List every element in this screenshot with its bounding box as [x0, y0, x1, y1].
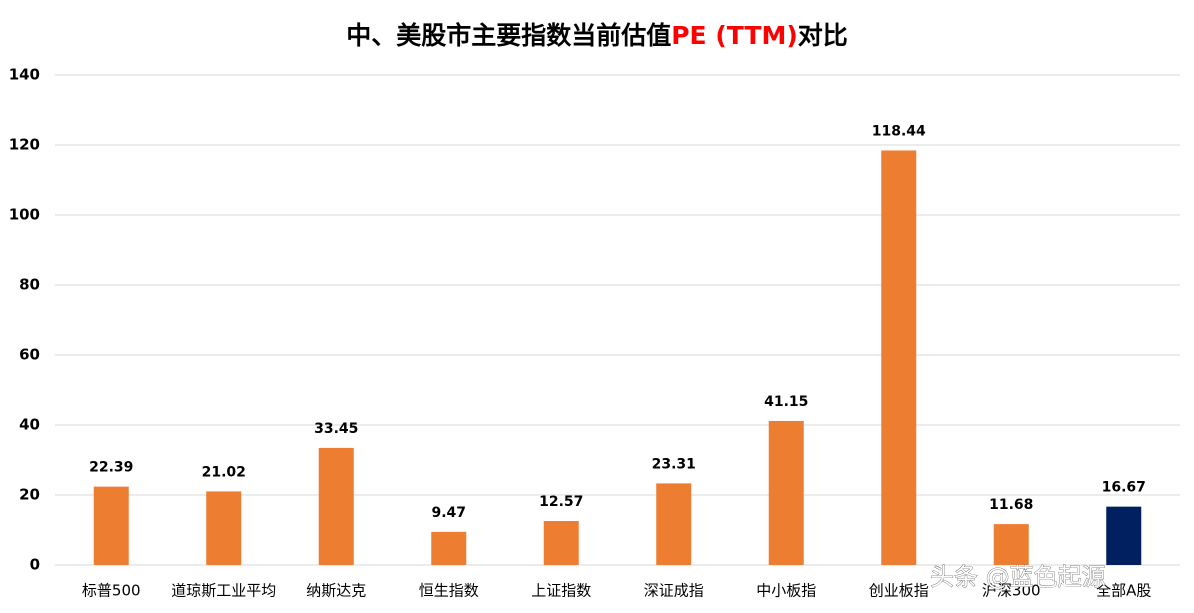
value-label: 22.39: [89, 460, 133, 476]
x-tick-label: 沪深300: [982, 582, 1041, 600]
x-tick-label: 中小板指: [756, 582, 816, 600]
title-part: PE (TTM): [671, 21, 798, 50]
x-tick-label: 创业板指: [869, 582, 929, 600]
y-tick-label: 0: [30, 556, 40, 574]
value-label: 23.31: [652, 456, 696, 472]
value-label: 118.44: [872, 123, 926, 139]
chart-title: 中、美股市主要指数当前估值PE (TTM)对比: [346, 21, 848, 50]
watermark: 头条 @蓝色起源: [930, 563, 1106, 591]
x-tick-label: 标普500: [82, 582, 141, 600]
bar: [881, 150, 917, 565]
y-tick-label: 80: [19, 276, 40, 294]
y-tick-label: 20: [19, 486, 40, 504]
y-tick-label: 40: [19, 416, 40, 434]
title-part: 对比: [798, 21, 848, 50]
x-tick-label: 道琼斯工业平均: [171, 582, 276, 600]
value-label: 9.47: [431, 505, 466, 521]
value-label: 12.57: [539, 494, 583, 510]
x-tick-label: 纳斯达克: [306, 582, 366, 600]
title-part: 中、美股市主要指数当前估值: [346, 21, 671, 50]
bar: [318, 447, 354, 565]
value-label: 16.67: [1102, 480, 1146, 496]
bar: [206, 491, 242, 565]
value-label: 11.68: [989, 497, 1033, 513]
y-tick-label: 120: [9, 136, 40, 154]
bar: [993, 524, 1029, 565]
bar: [1106, 506, 1142, 565]
bar: [656, 483, 692, 565]
bar: [768, 420, 804, 565]
y-tick-label: 60: [19, 346, 40, 364]
x-tick-label: 恒生指数: [419, 582, 479, 600]
x-tick-label: 全部A股: [1096, 582, 1151, 600]
bar: [431, 531, 467, 565]
y-tick-label: 100: [9, 206, 40, 224]
value-label: 33.45: [314, 421, 358, 437]
bar: [93, 486, 129, 565]
bar: [543, 521, 579, 565]
x-tick-label: 上证指数: [531, 582, 591, 600]
value-label: 21.02: [202, 464, 246, 480]
value-label: 41.15: [764, 394, 808, 410]
y-tick-label: 140: [9, 66, 40, 84]
x-tick-label: 深证成指: [644, 582, 704, 600]
